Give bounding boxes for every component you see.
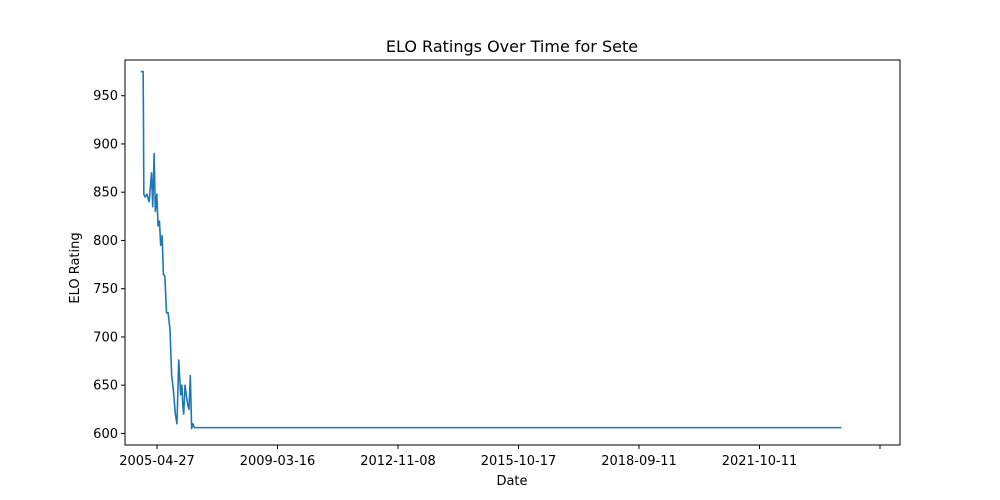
- y-tick-label: 600: [93, 427, 118, 442]
- x-tick-label: 2018-09-11: [601, 454, 677, 469]
- plot-area: [140, 70, 842, 430]
- y-tick-label: 750: [93, 282, 118, 297]
- x-tick-label: 2005-04-27: [119, 454, 195, 469]
- y-axis: 600 650 700 750 800 850 900 950: [93, 89, 125, 442]
- y-tick-label: 850: [93, 186, 118, 201]
- x-axis-title: Date: [496, 474, 527, 489]
- x-axis: 2005-04-27 2009-03-16 2012-11-08 2015-10-17…: [119, 445, 881, 469]
- y-tick-label: 800: [93, 234, 118, 249]
- y-tick-label: 700: [93, 330, 118, 345]
- y-tick-label: 900: [93, 137, 118, 152]
- x-tick-label: 2015-10-17: [481, 454, 557, 469]
- x-tick-label: 2021-10-11: [722, 454, 798, 469]
- y-tick-label: 950: [93, 89, 118, 104]
- series-line: [140, 70, 842, 430]
- plot-frame: [124, 59, 901, 446]
- x-tick-label: 2009-03-16: [240, 454, 316, 469]
- y-tick-label: 650: [93, 379, 118, 394]
- y-axis-title: ELO Rating: [68, 232, 83, 303]
- chart-title: ELO Ratings Over Time for Sete: [386, 37, 638, 56]
- x-tick-label: 2012-11-08: [360, 454, 436, 469]
